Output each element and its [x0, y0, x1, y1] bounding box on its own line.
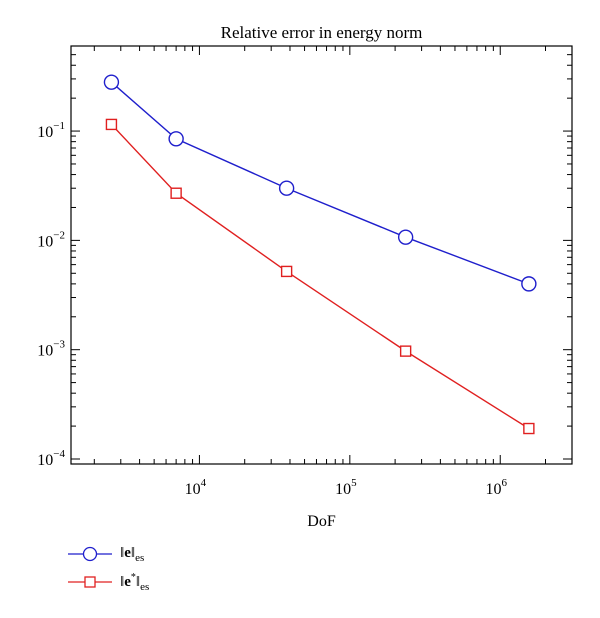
- legend-swatch-circle: [68, 546, 112, 562]
- data-point-square: [105, 118, 118, 131]
- series-layer: [103, 74, 537, 435]
- legend-label-error: ‖e‖es: [120, 544, 145, 564]
- legend-swatch-square: [68, 576, 112, 588]
- series-line-0: [110, 81, 530, 285]
- data-point-circle: [397, 229, 414, 245]
- x-tick-label: 105: [335, 477, 357, 498]
- chart-title: Relative error in energy norm: [221, 23, 423, 42]
- y-tick-label: 10−2: [37, 229, 65, 250]
- series-line-1: [110, 123, 530, 430]
- data-point-square: [523, 422, 535, 435]
- data-point-circle: [168, 131, 184, 147]
- data-point-circle: [278, 180, 295, 196]
- ticks: [71, 46, 573, 465]
- data-point-square: [399, 345, 412, 357]
- data-point-square: [280, 265, 293, 278]
- legend-item-error: ‖e‖es: [68, 540, 328, 568]
- y-tick-label: 10−3: [37, 339, 65, 360]
- data-point-circle: [103, 74, 120, 90]
- data-point-square: [170, 187, 182, 199]
- y-tick-label: 10−1: [37, 120, 65, 141]
- legend: ‖e‖es ‖e*‖es: [68, 540, 328, 596]
- x-tick-label: 106: [485, 477, 507, 498]
- tick-labels: 104 105 106 10−1 10−2 10−3 10−4: [37, 120, 507, 498]
- legend-item-error-star: ‖e*‖es: [68, 568, 328, 596]
- x-axis-label: DoF: [307, 513, 336, 530]
- y-tick-label: 10−4: [37, 448, 65, 469]
- legend-label-error-star: ‖e*‖es: [120, 571, 150, 593]
- x-tick-label: 104: [185, 477, 207, 498]
- plot-frame: [70, 45, 573, 465]
- data-point-circle: [521, 276, 537, 292]
